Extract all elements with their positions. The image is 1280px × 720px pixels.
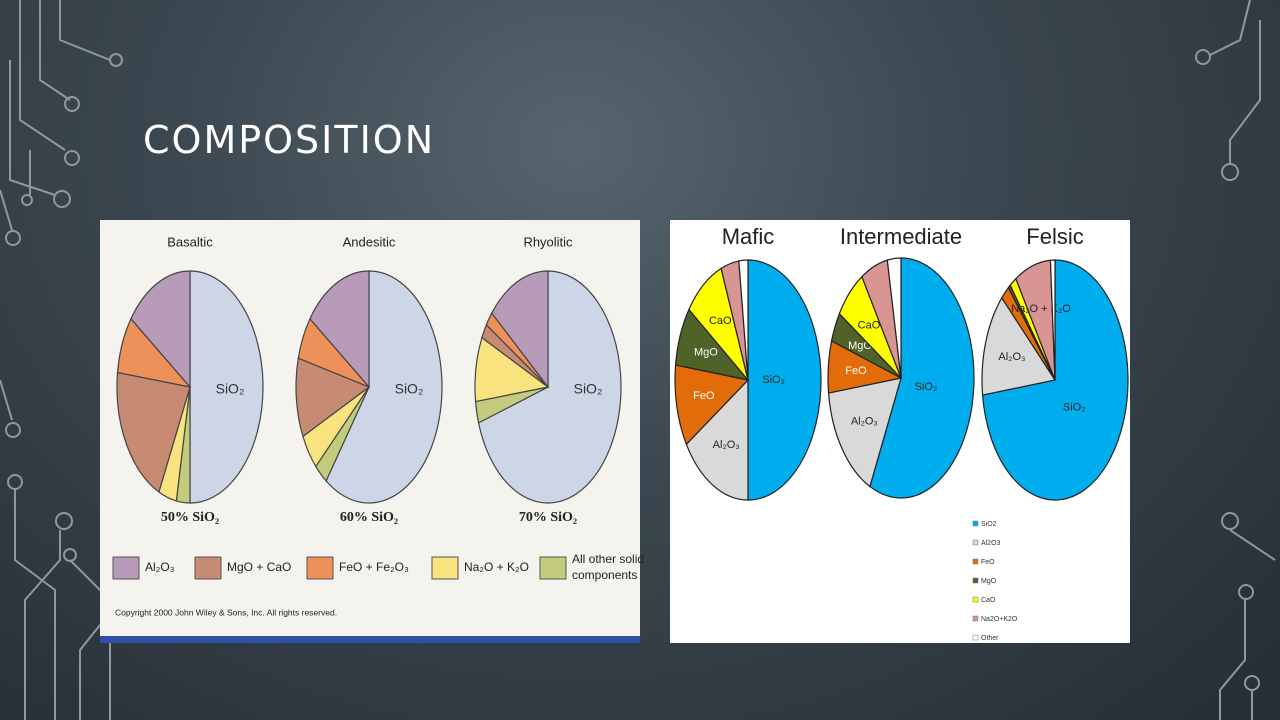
slice-label: SiO₂ [395, 381, 424, 397]
legend-label: Na2O+K2O [981, 616, 1018, 623]
value-label: 50% SiO₂ [161, 510, 219, 525]
slice-label: SiO₂ [915, 381, 938, 393]
slice-label: Na₂O + K₂O [1011, 303, 1071, 315]
slice-label: Al₂O₃ [998, 351, 1025, 363]
slice-label: SiO₂ [574, 381, 603, 397]
slice-label: FeO [845, 365, 867, 377]
legend-label: MgO [981, 578, 997, 585]
pie-slice [738, 259, 749, 381]
legend-swatch [112, 556, 140, 580]
pie-title: Felsic [1026, 224, 1083, 249]
pie-slice [477, 270, 622, 504]
legend-label: CaO [981, 597, 996, 604]
legend-swatch [972, 596, 979, 603]
slice-label: Al₂O₃ [851, 416, 878, 428]
pie-slice [981, 296, 1056, 396]
pie-slice [325, 270, 443, 504]
slice-label: MgO [694, 347, 718, 359]
legend-swatch [539, 556, 567, 580]
pie-slice [685, 378, 749, 501]
pie-slice [491, 270, 549, 389]
pie-title: Intermediate [840, 224, 962, 249]
pie-slice [674, 364, 750, 446]
legend-label: MgO + CaO [227, 560, 291, 574]
pie-slice [747, 259, 822, 501]
legend-swatch [972, 558, 979, 565]
legend-swatch [194, 556, 222, 580]
slice-label: CaO [709, 315, 732, 327]
legend-label: FeO + Fe₂O₃ [339, 560, 409, 574]
legend-swatch [972, 577, 979, 584]
slide-title: COMPOSITION [143, 118, 436, 162]
legend-swatch [972, 520, 979, 527]
legend-label: All other solid components [572, 552, 644, 582]
pie-slice [189, 270, 264, 504]
value-label: 70% SiO₂ [519, 510, 577, 525]
legend-label: Na₂O + K₂O [464, 560, 529, 574]
legend-swatch [972, 615, 979, 622]
figure-strip [100, 636, 640, 643]
pie-slice [827, 377, 902, 488]
value-label: 60% SiO₂ [340, 510, 398, 525]
legend-label: SiO2 [981, 521, 997, 528]
legend-label: Al2O3 [981, 540, 1001, 547]
pie-title: Basaltic [167, 234, 213, 249]
pie-slice [309, 270, 370, 389]
pie-slice [869, 257, 975, 499]
legend-swatch [431, 556, 459, 580]
pie-slice [116, 371, 191, 493]
slice-label: SiO₂ [762, 374, 785, 386]
legend-swatch [306, 556, 334, 580]
pie-slice [1049, 259, 1056, 381]
legend-label: Al₂O₃ [145, 560, 175, 574]
legend-label: Other [981, 635, 999, 642]
pie-title: Rhyolitic [523, 234, 573, 249]
pie-slice [886, 257, 902, 379]
pie-title: Andesitic [343, 234, 396, 249]
slice-label: MgO [848, 340, 872, 352]
legend-label: FeO [981, 559, 995, 566]
pie-title: Mafic [722, 224, 775, 249]
pie-slice [130, 270, 191, 389]
legend-swatch [972, 634, 979, 641]
slice-label: Al₂O₃ [713, 439, 740, 451]
slice-label: SiO₂ [1063, 402, 1086, 414]
legend-swatch [972, 539, 979, 546]
slice-label: CaO [858, 319, 881, 331]
pie-slice [295, 357, 371, 438]
copyright: Copyright 2000 John Wiley & Sons, Inc. A… [115, 607, 337, 617]
slice-label: FeO [693, 390, 715, 402]
slice-label: SiO₂ [216, 381, 245, 397]
